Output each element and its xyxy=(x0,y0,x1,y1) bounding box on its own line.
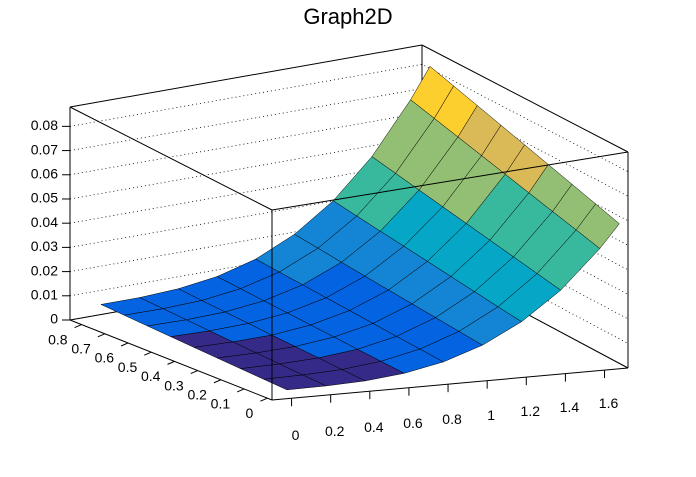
surface-cell xyxy=(262,374,327,391)
z-tick-label: 0.04 xyxy=(31,214,58,230)
y-tick-label: 0.3 xyxy=(164,377,184,393)
box-edge xyxy=(421,44,629,153)
y-tick-label: 0.5 xyxy=(118,359,138,375)
x-tick-label: 1.2 xyxy=(521,403,541,419)
z-tick-label: 0.06 xyxy=(31,165,58,181)
z-tick-label: 0.07 xyxy=(31,141,58,157)
y-tick-label: 0.4 xyxy=(141,368,161,384)
y-tick-label: 0.1 xyxy=(211,396,231,412)
z-tick-label: 0 xyxy=(50,311,58,327)
x-tick-label: 1 xyxy=(487,407,495,423)
y-tick xyxy=(190,370,198,375)
grid-line xyxy=(69,88,629,197)
chart-title: Graph2D xyxy=(303,4,392,29)
y-tick xyxy=(74,324,82,329)
y-tick-label: 0.8 xyxy=(48,331,68,347)
x-tick-label: 1.4 xyxy=(560,399,580,415)
box-edge xyxy=(271,151,629,211)
z-tick-label: 0.03 xyxy=(31,238,58,254)
y-tick xyxy=(260,397,268,402)
y-tick xyxy=(167,360,175,365)
x-tick-label: 0.2 xyxy=(325,423,345,439)
y-tick xyxy=(120,342,129,347)
box-edge xyxy=(69,44,423,108)
grid-line xyxy=(69,63,629,172)
x-tick-label: 1.6 xyxy=(599,395,619,411)
x-tick-label: 0 xyxy=(292,427,300,443)
z-tick-label: 0.01 xyxy=(31,286,58,302)
x-tick-label: 0.4 xyxy=(364,419,384,435)
x-tick-label: 0.6 xyxy=(403,415,423,431)
axis-line xyxy=(69,319,273,401)
y-tick xyxy=(213,379,222,384)
z-tick-label: 0.02 xyxy=(31,262,58,278)
y-tick-label: 0.6 xyxy=(95,350,115,366)
y-tick xyxy=(236,388,245,393)
x-tick-label: 0.8 xyxy=(442,411,462,427)
y-tick xyxy=(144,351,152,356)
y-tick-label: 0.2 xyxy=(187,386,207,402)
y-tick xyxy=(97,333,106,338)
grid-line xyxy=(69,233,629,344)
box-edge xyxy=(69,106,273,211)
y-tick-label: 0 xyxy=(246,405,254,421)
y-tick-label: 0.7 xyxy=(71,340,91,356)
z-tick-label: 0.08 xyxy=(31,117,58,133)
axis-line xyxy=(271,367,629,401)
z-tick-label: 0.05 xyxy=(31,190,58,206)
